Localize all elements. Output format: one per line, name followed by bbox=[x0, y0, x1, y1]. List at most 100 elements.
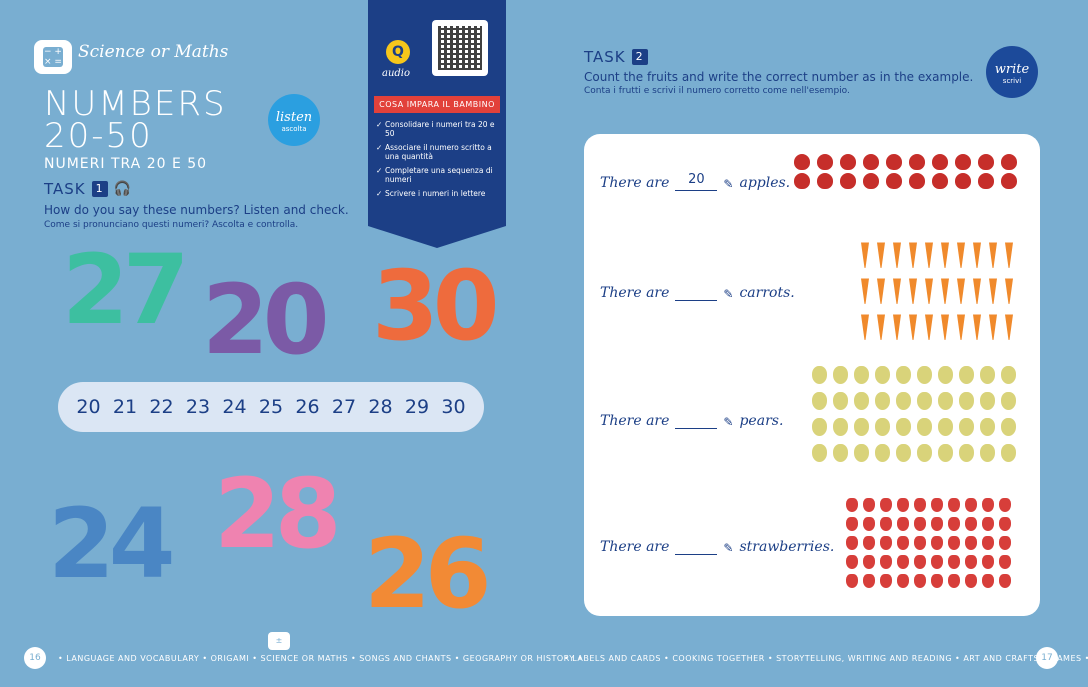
learning-item: Scrivere i numeri in lettere bbox=[376, 189, 498, 198]
right-page: TASK 2 Count the fruits and write the co… bbox=[544, 0, 1088, 687]
straw-icon bbox=[846, 555, 858, 569]
carrot-icon bbox=[957, 242, 965, 268]
answer-field-apples[interactable]: 20 bbox=[675, 172, 718, 191]
straw-icon bbox=[948, 574, 960, 588]
listen-sub: ascolta bbox=[281, 125, 307, 133]
page-subtitle: NUMERI TRA 20 E 50 bbox=[44, 156, 208, 172]
apple-icon bbox=[794, 154, 810, 170]
carrot-icon bbox=[877, 314, 885, 340]
big-number-30: 30 bbox=[372, 250, 500, 362]
straw-icon bbox=[897, 498, 909, 512]
straw-icon bbox=[914, 517, 926, 531]
carrot-icon bbox=[989, 242, 997, 268]
title-line-2: 20-50 bbox=[44, 116, 153, 156]
pear-icon bbox=[833, 444, 848, 462]
big-number-27: 27 bbox=[62, 234, 190, 346]
section-title: Science or Maths bbox=[78, 42, 229, 62]
listen-badge[interactable]: listen ascolta bbox=[268, 94, 320, 146]
task-2-label: TASK bbox=[584, 48, 626, 66]
apple-icon bbox=[886, 173, 902, 189]
pencil-icon: ✎ bbox=[723, 541, 734, 555]
carrot-icon bbox=[861, 278, 869, 304]
calculator-icon: − + × = bbox=[43, 47, 63, 67]
carrot-icon bbox=[909, 242, 917, 268]
big-number-26: 26 bbox=[364, 518, 492, 630]
straw-icon bbox=[982, 517, 994, 531]
apple-icon bbox=[955, 173, 971, 189]
straw-icon bbox=[999, 536, 1011, 550]
pencil-icon: ✎ bbox=[723, 287, 734, 301]
answer-field-strawberries[interactable] bbox=[675, 536, 718, 555]
qr-code[interactable] bbox=[432, 20, 488, 76]
carrot-icon bbox=[957, 278, 965, 304]
pear-icon bbox=[812, 392, 827, 410]
pear-icon bbox=[1001, 366, 1016, 384]
footer-calculator-icon: ± bbox=[268, 632, 290, 650]
carrot-icon bbox=[941, 314, 949, 340]
page-number-left: 16 bbox=[24, 647, 46, 669]
carrot-icon bbox=[957, 314, 965, 340]
carrot-icon bbox=[861, 314, 869, 340]
pear-icon bbox=[812, 366, 827, 384]
left-page: − + × = Science or Maths NUMBERS 20-50 NU… bbox=[24, 40, 582, 669]
pear-icon bbox=[980, 392, 995, 410]
straw-icon bbox=[931, 536, 943, 550]
page-number-right: 17 bbox=[1036, 647, 1058, 669]
apple-icon bbox=[840, 173, 856, 189]
straw-icon bbox=[846, 536, 858, 550]
row-prefix: There are bbox=[600, 285, 670, 301]
straw-icon bbox=[931, 574, 943, 588]
straw-icon bbox=[948, 555, 960, 569]
audio-icon[interactable]: Q bbox=[386, 40, 410, 64]
straw-icon bbox=[999, 517, 1011, 531]
listen-label: listen bbox=[275, 110, 313, 125]
pencil-icon: ✎ bbox=[723, 415, 734, 429]
page-title: NUMBERS 20-50 bbox=[44, 87, 227, 156]
straw-icon bbox=[999, 555, 1011, 569]
straw-icon bbox=[880, 536, 892, 550]
exercise-row-pears: There are ✎ pears. bbox=[600, 410, 783, 429]
pear-icon bbox=[959, 444, 974, 462]
row-suffix: apples. bbox=[739, 175, 791, 191]
pear-icon bbox=[959, 366, 974, 384]
headphones-icon[interactable]: 🎧 bbox=[113, 181, 133, 197]
apple-icon bbox=[955, 154, 971, 170]
pear-icon bbox=[938, 418, 953, 436]
straw-icon bbox=[863, 574, 875, 588]
pear-icon bbox=[896, 392, 911, 410]
task-1-number: 1 bbox=[91, 181, 108, 197]
exercise-row-carrots: There are ✎ carrots. bbox=[600, 282, 795, 301]
straw-icon bbox=[880, 517, 892, 531]
strip-number: 29 bbox=[404, 396, 430, 418]
straw-icon bbox=[999, 498, 1011, 512]
carrot-icon bbox=[925, 314, 933, 340]
carrot-icon bbox=[989, 278, 997, 304]
carrot-icon bbox=[1005, 242, 1013, 268]
answer-field-carrots[interactable] bbox=[675, 282, 718, 301]
straw-icon bbox=[931, 517, 943, 531]
carrot-icon bbox=[1005, 314, 1013, 340]
straw-icon bbox=[931, 555, 943, 569]
learning-item: Consolidare i numeri tra 20 e 50 bbox=[376, 120, 498, 138]
apple-icon bbox=[863, 173, 879, 189]
pear-icon bbox=[833, 392, 848, 410]
carrot-icon bbox=[941, 278, 949, 304]
pear-icon bbox=[854, 444, 869, 462]
learning-item: Completare una sequenza di numeri bbox=[376, 166, 498, 184]
write-badge[interactable]: write scrivi bbox=[986, 46, 1038, 98]
pear-icon bbox=[812, 418, 827, 436]
pear-icon bbox=[980, 418, 995, 436]
carrot-icon bbox=[909, 314, 917, 340]
pear-icon bbox=[1001, 392, 1016, 410]
straw-icon bbox=[948, 536, 960, 550]
carrot-icon bbox=[941, 242, 949, 268]
learning-list: Consolidare i numeri tra 20 e 50 Associa… bbox=[376, 120, 498, 203]
carrot-icon bbox=[973, 314, 981, 340]
answer-field-pears[interactable] bbox=[675, 410, 718, 429]
pear-icon bbox=[1001, 418, 1016, 436]
exercise-row-apples: There are 20 ✎ apples. bbox=[600, 172, 790, 191]
footer-left: • LANGUAGE AND VOCABULARY • ORIGAMI • SC… bbox=[58, 654, 583, 663]
straw-icon bbox=[897, 555, 909, 569]
apple-icon bbox=[817, 154, 833, 170]
straw-icon bbox=[880, 498, 892, 512]
